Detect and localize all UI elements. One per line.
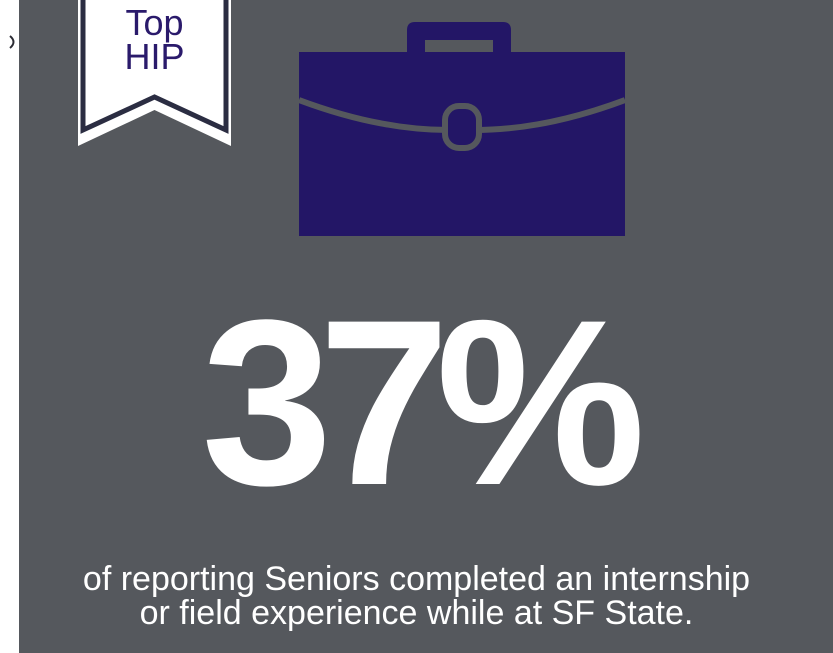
briefcase-icon — [299, 22, 625, 236]
caption-line-2: or field experience while at SF State. — [139, 594, 694, 632]
top-hip-badge: Top HIP — [76, 0, 233, 148]
caption-line-1: of reporting Seniors completed an intern… — [82, 560, 751, 598]
ribbon-shape — [78, 0, 231, 146]
edge-mark — [9, 35, 15, 49]
badge-line-1: Top — [125, 2, 184, 43]
stat-caption: of reporting Seniors completed an intern… — [19, 562, 833, 630]
infographic-card: Top HIP 37% of reporting Seniors complet… — [19, 0, 833, 653]
badge-label: Top HIP — [76, 2, 233, 77]
stat-value: 37% — [201, 271, 645, 535]
badge-line-2: HIP — [124, 36, 185, 77]
